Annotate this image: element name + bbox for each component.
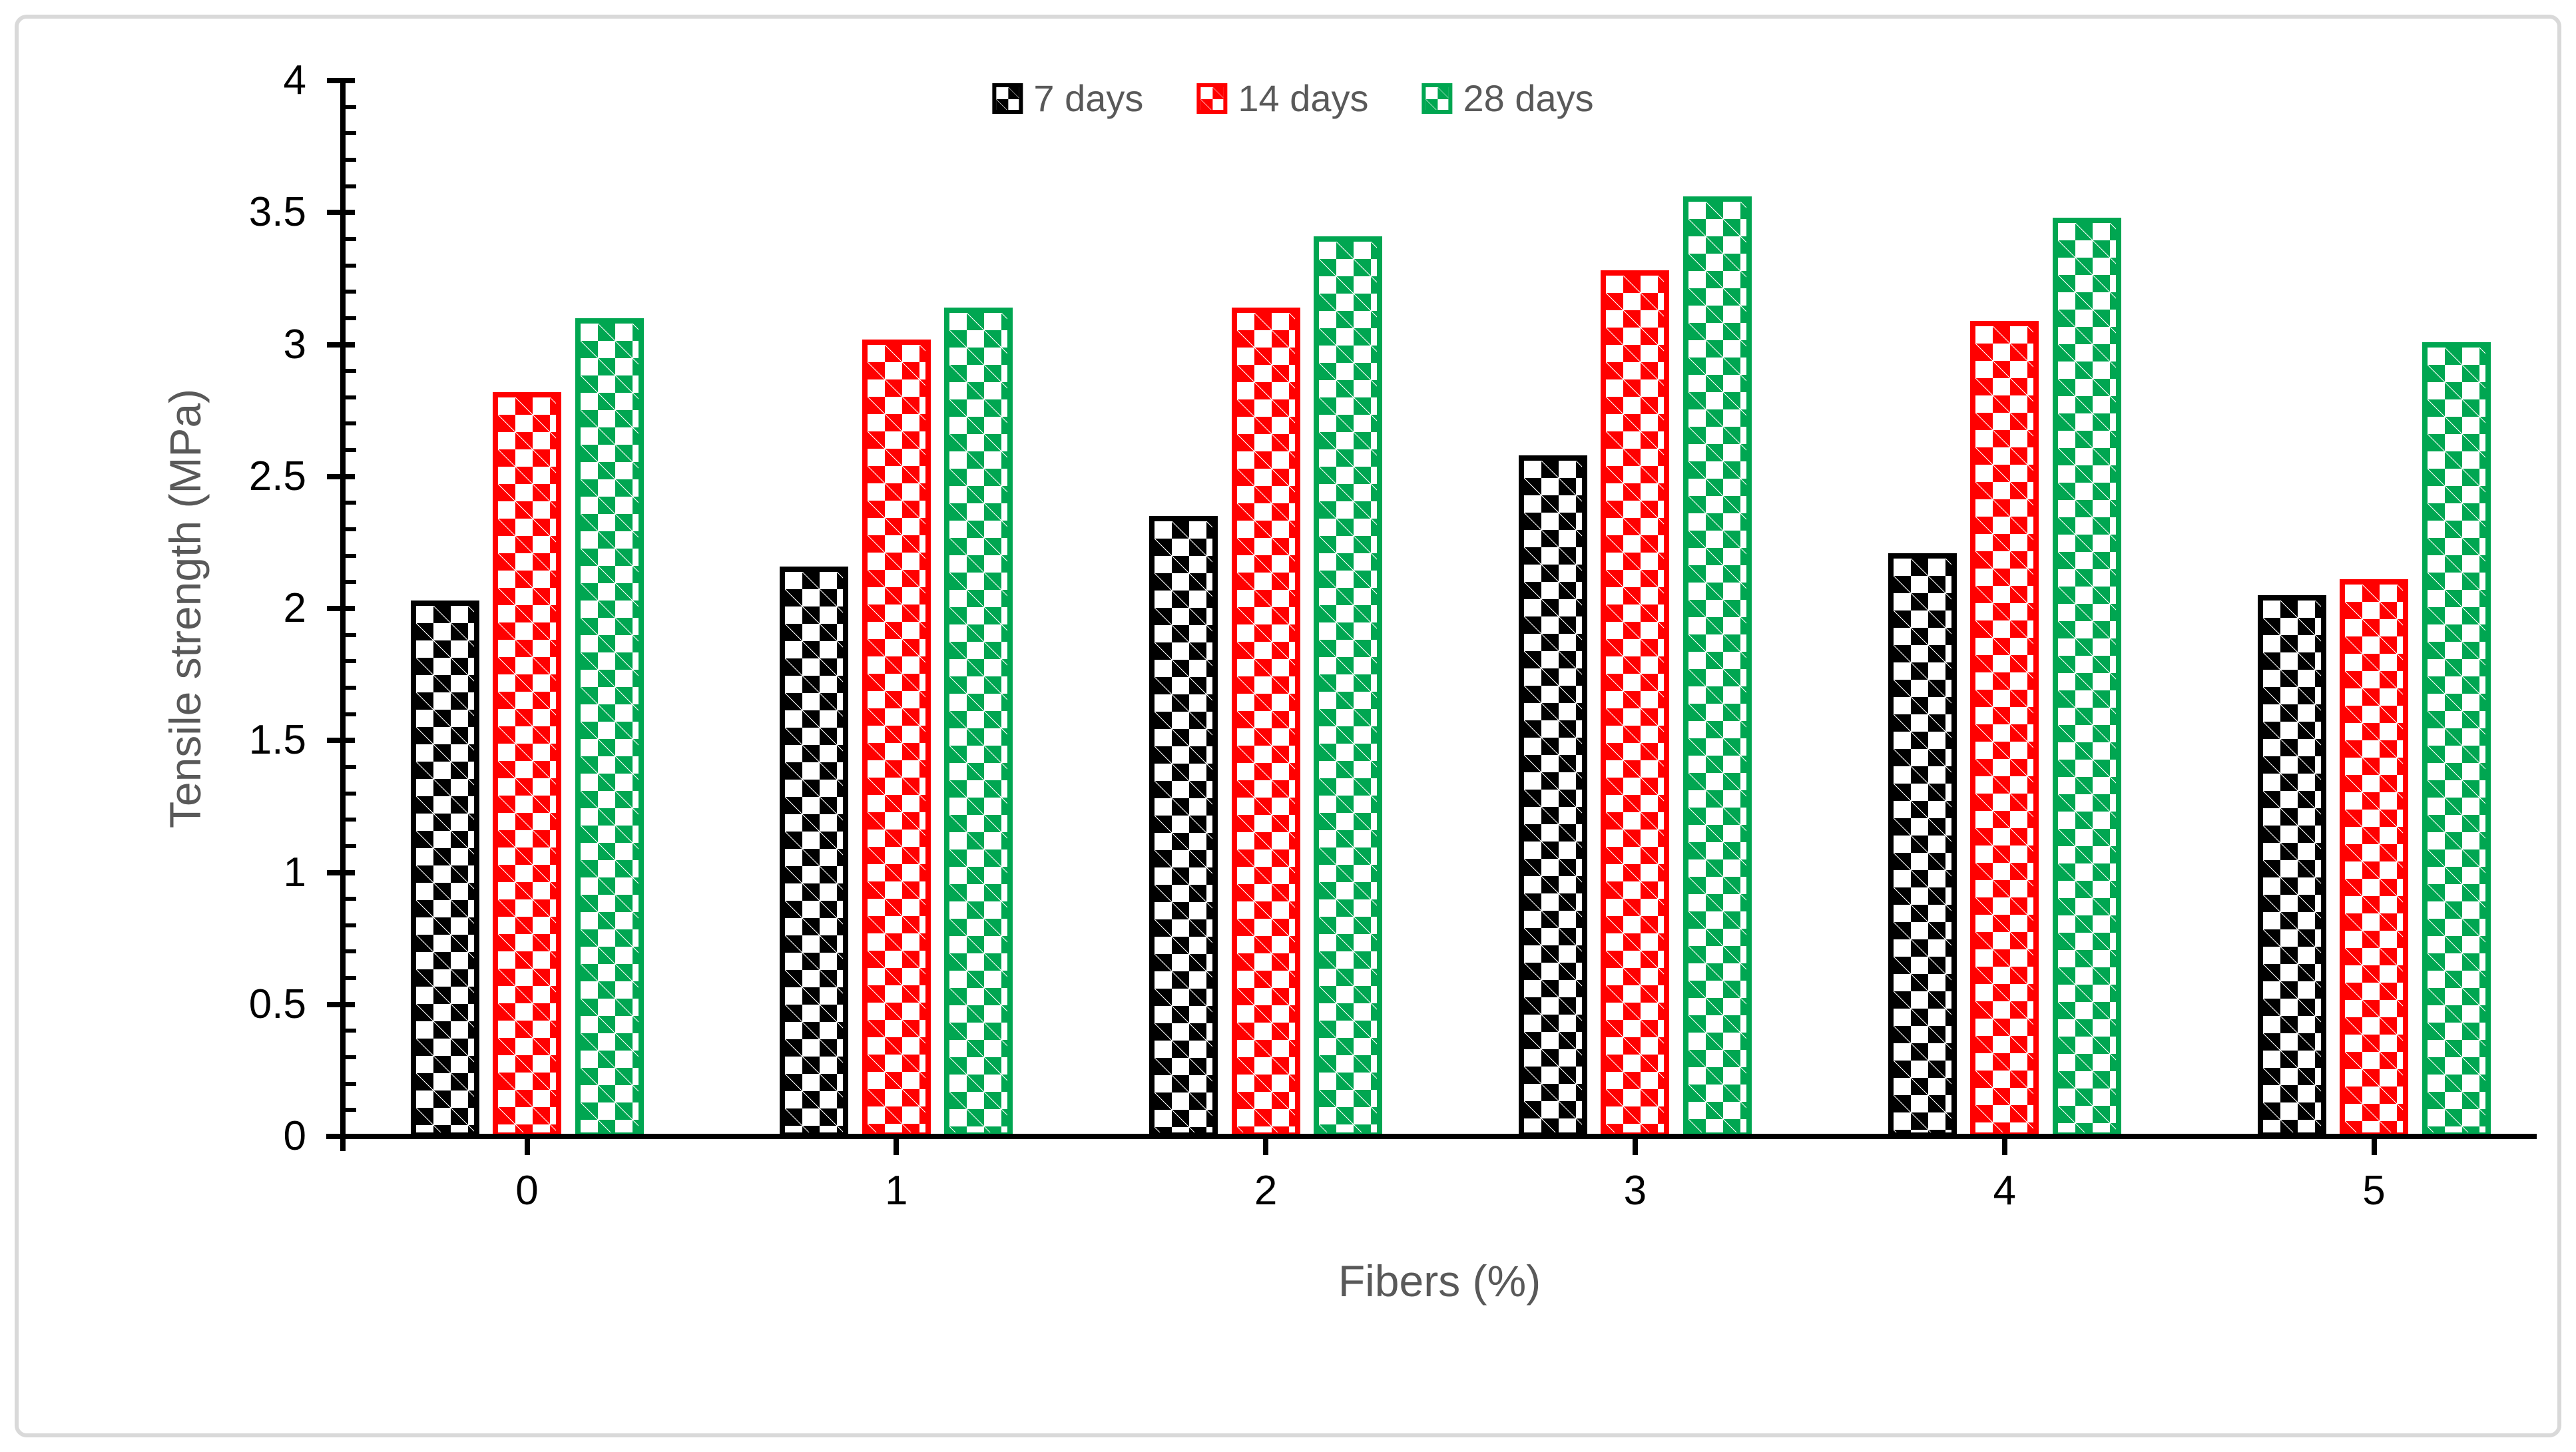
legend-item-28-days: 28 days bbox=[1421, 77, 1594, 119]
bar-7-days-fibers-4 bbox=[1888, 553, 1957, 1138]
y-minor-tick bbox=[346, 764, 356, 769]
y-minor-tick bbox=[346, 1108, 356, 1112]
legend-label: 28 days bbox=[1463, 77, 1594, 119]
bar-14-days-fibers-1 bbox=[862, 339, 931, 1138]
y-minor-tick bbox=[346, 791, 356, 796]
y-minor-tick bbox=[346, 632, 356, 637]
y-minor-tick bbox=[346, 448, 356, 453]
x-tick-label: 5 bbox=[2362, 1168, 2386, 1214]
y-major-tick bbox=[327, 473, 355, 479]
y-major-tick bbox=[327, 869, 355, 875]
y-minor-tick bbox=[346, 157, 356, 162]
y-major-tick bbox=[327, 738, 355, 744]
y-minor-tick bbox=[346, 236, 356, 241]
bar-14-days-fibers-2 bbox=[1231, 307, 1300, 1138]
y-major-tick bbox=[327, 1134, 355, 1139]
y-minor-tick bbox=[346, 1029, 356, 1033]
y-tick-label: 0 bbox=[283, 1113, 306, 1159]
bar-14-days-fibers-4 bbox=[1970, 320, 2039, 1138]
x-tick-label: 2 bbox=[1254, 1168, 1278, 1214]
bar-28-days-fibers-5 bbox=[2422, 342, 2491, 1138]
x-tick-label: 0 bbox=[515, 1168, 539, 1214]
y-major-tick bbox=[327, 210, 355, 216]
legend-item-14-days: 14 days bbox=[1196, 77, 1369, 119]
y-tick-label: 1 bbox=[283, 849, 306, 895]
bar-7-days-fibers-2 bbox=[1149, 516, 1218, 1138]
x-tick bbox=[2001, 1136, 2007, 1155]
y-tick-label: 2.5 bbox=[248, 453, 306, 499]
y-tick-label: 2 bbox=[283, 585, 306, 631]
x-tick bbox=[894, 1136, 900, 1155]
y-minor-tick bbox=[346, 184, 356, 188]
y-minor-tick bbox=[346, 685, 356, 690]
y-minor-tick bbox=[346, 818, 356, 822]
y-minor-tick bbox=[346, 844, 356, 848]
bar-28-days-fibers-2 bbox=[1314, 236, 1383, 1138]
x-tick-label: 4 bbox=[1993, 1168, 2016, 1214]
x-tick-label: 3 bbox=[1623, 1168, 1647, 1214]
legend-swatch-icon bbox=[992, 83, 1023, 114]
y-minor-tick bbox=[346, 949, 356, 954]
y-minor-tick bbox=[346, 553, 356, 558]
y-minor-tick bbox=[346, 501, 356, 505]
y-major-tick bbox=[327, 1001, 355, 1007]
y-axis-line bbox=[340, 78, 346, 1151]
figure-border bbox=[15, 15, 2561, 1437]
y-tick-label: 4 bbox=[283, 57, 306, 103]
legend-item-7-days: 7 days bbox=[992, 80, 1143, 117]
y-major-tick bbox=[327, 78, 355, 83]
y-minor-tick bbox=[346, 316, 356, 320]
legend-label: 7 days bbox=[1033, 77, 1144, 119]
x-tick bbox=[1632, 1136, 1638, 1155]
y-tick-label: 3 bbox=[283, 321, 306, 367]
y-minor-tick bbox=[346, 105, 356, 109]
y-minor-tick bbox=[346, 263, 356, 268]
y-minor-tick bbox=[346, 712, 356, 716]
y-minor-tick bbox=[346, 421, 356, 426]
y-minor-tick bbox=[346, 527, 356, 532]
y-minor-tick bbox=[346, 1055, 356, 1060]
legend: 7 days 14 days 28 days bbox=[992, 77, 1594, 119]
bar-28-days-fibers-4 bbox=[2052, 218, 2121, 1138]
y-minor-tick bbox=[346, 131, 356, 136]
y-minor-tick bbox=[346, 923, 356, 927]
y-minor-tick bbox=[346, 369, 356, 373]
bar-14-days-fibers-3 bbox=[1601, 270, 1670, 1138]
x-tick-label: 1 bbox=[885, 1168, 908, 1214]
y-minor-tick bbox=[346, 580, 356, 585]
x-tick bbox=[2371, 1136, 2377, 1155]
x-tick bbox=[1263, 1136, 1269, 1155]
y-tick-label: 0.5 bbox=[248, 981, 306, 1027]
y-tick-label: 3.5 bbox=[248, 189, 306, 236]
bar-28-days-fibers-3 bbox=[1682, 196, 1752, 1138]
x-tick bbox=[524, 1136, 530, 1155]
bar-14-days-fibers-0 bbox=[493, 391, 561, 1138]
y-minor-tick bbox=[346, 290, 356, 294]
y-minor-tick bbox=[346, 897, 356, 901]
legend-swatch-icon bbox=[1421, 83, 1453, 114]
legend-swatch-icon bbox=[1196, 83, 1228, 114]
y-minor-tick bbox=[346, 659, 356, 664]
bar-7-days-fibers-1 bbox=[780, 566, 849, 1138]
bar-14-days-fibers-5 bbox=[2340, 579, 2408, 1138]
bar-28-days-fibers-1 bbox=[944, 307, 1013, 1138]
x-axis-title: Fibers (%) bbox=[1338, 1256, 1541, 1306]
y-minor-tick bbox=[346, 1081, 356, 1086]
bar-28-days-fibers-0 bbox=[575, 318, 644, 1138]
bar-7-days-fibers-5 bbox=[2257, 595, 2326, 1138]
bar-7-days-fibers-3 bbox=[1518, 455, 1587, 1138]
y-major-tick bbox=[327, 606, 355, 611]
legend-label: 14 days bbox=[1238, 77, 1369, 119]
y-tick-label: 1.5 bbox=[248, 717, 306, 764]
y-minor-tick bbox=[346, 395, 356, 399]
y-major-tick bbox=[327, 342, 355, 348]
y-minor-tick bbox=[346, 976, 356, 981]
x-axis-line bbox=[326, 1134, 2537, 1139]
bar-7-days-fibers-0 bbox=[410, 601, 479, 1138]
